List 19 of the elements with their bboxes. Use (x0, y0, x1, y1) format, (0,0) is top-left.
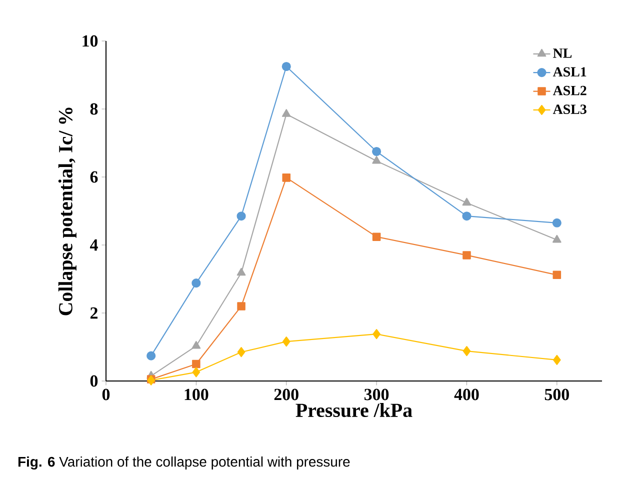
x-tick-label: 300 (364, 388, 389, 400)
y-tick-label: 10 (82, 35, 98, 47)
y-tick-label: 0 (90, 375, 98, 387)
legend-label: ASL1 (552, 67, 586, 77)
x-tick-label: 0 (102, 388, 110, 400)
text: Fig. 6 Variation of the collapse potential with pressure (18, 456, 350, 470)
y-tick-label: 8 (90, 103, 98, 115)
x-tick-label: 500 (544, 388, 569, 400)
legend-label: ASL3 (552, 104, 586, 114)
legend-label: NL (553, 48, 572, 58)
y-tick-label: 4 (90, 239, 98, 251)
legend-label: ASL2 (552, 86, 586, 96)
y-tick-label: 6 (90, 171, 98, 183)
x-tick-label: 400 (454, 388, 479, 400)
y-tick-label: 2 (90, 307, 98, 319)
x-axis-title: Pressure /kPa (296, 403, 412, 418)
x-tick-label: 100 (184, 388, 208, 400)
x-tick-label: 200 (274, 388, 298, 400)
y-axis-title: Collapse potential, Ic/ % (58, 108, 76, 316)
